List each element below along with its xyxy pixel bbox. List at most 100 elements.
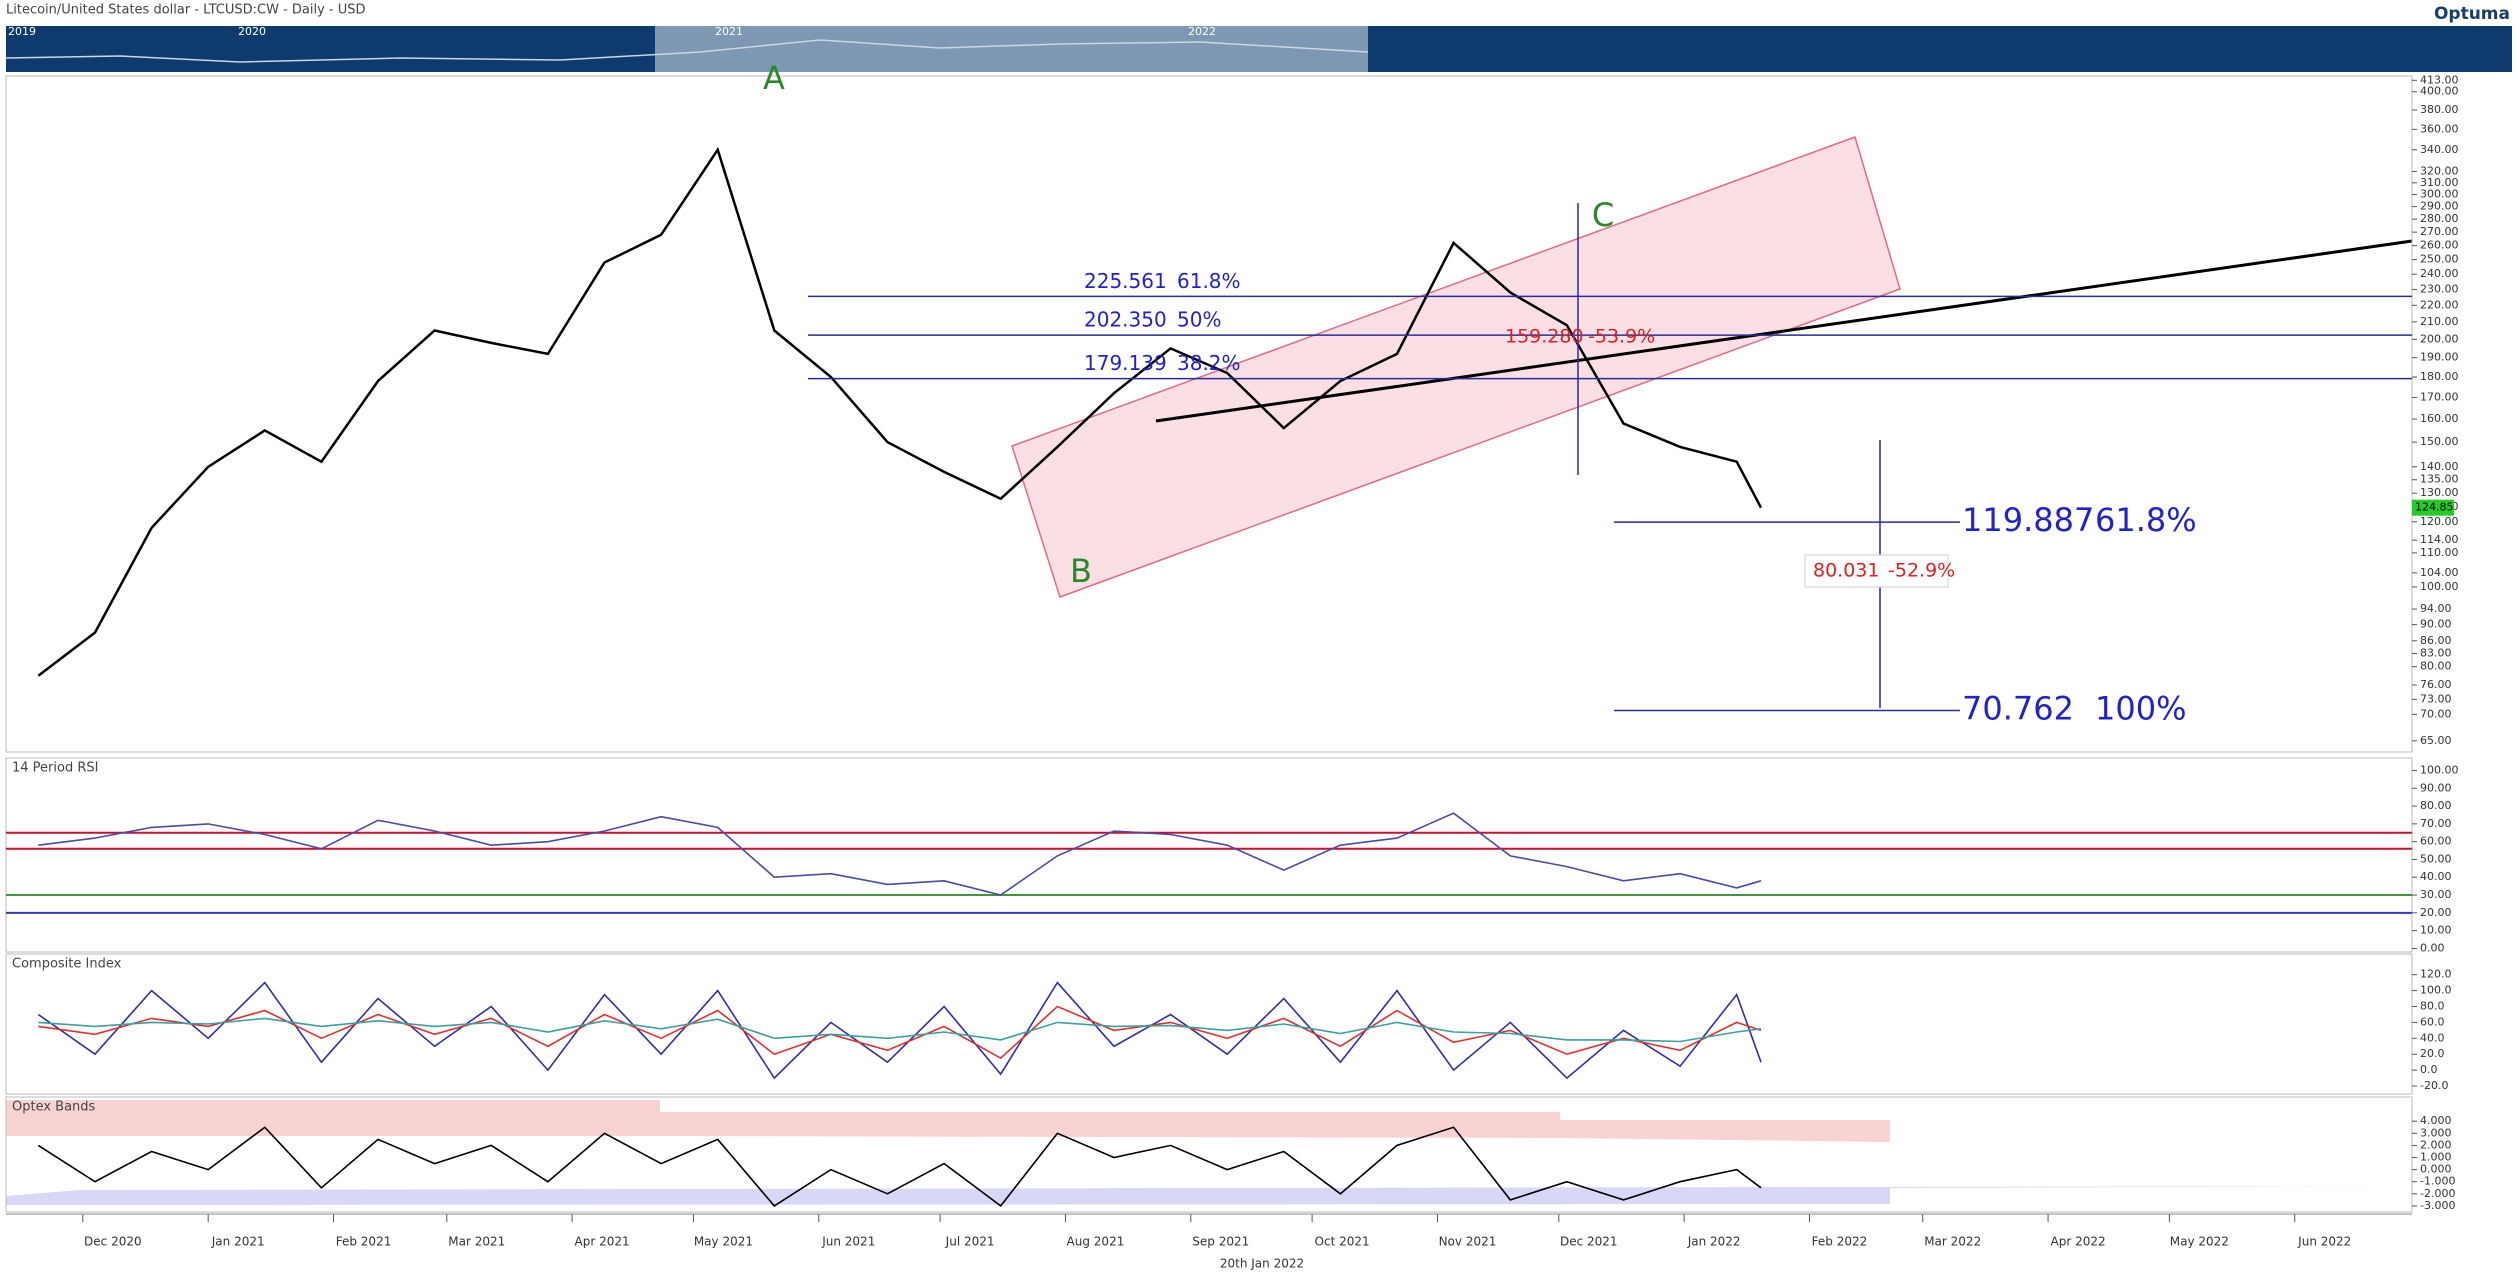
fib-value: 119.887: [1962, 501, 2094, 539]
y-tick-label: 114.00: [2420, 533, 2459, 546]
series-line: [38, 1017, 1762, 1043]
y-tick-label: 20.00: [2420, 906, 2452, 919]
price-tag-label: 124.85: [2415, 501, 2454, 514]
y-tick-label: 60.00: [2420, 835, 2452, 848]
panel-title: Optex Bands: [12, 1100, 96, 1115]
y-tick-label: 94.00: [2420, 602, 2452, 615]
navigator-year: 2021: [715, 25, 743, 38]
x-tick-label: Apr 2022: [2051, 1235, 2106, 1249]
y-tick-label: 100.00: [2420, 763, 2459, 776]
y-tick-label: 260.00: [2420, 239, 2459, 252]
measure-value: 159.280: [1505, 326, 1584, 348]
x-tick-label: Feb 2022: [1812, 1235, 1868, 1249]
y-tick-label: 83.00: [2420, 647, 2452, 660]
y-tick-label: 290.00: [2420, 200, 2459, 213]
y-tick-label: 150.00: [2420, 435, 2459, 448]
trend-line: [1155, 239, 2413, 423]
brand[interactable]: Optuma: [2434, 4, 2510, 24]
panel-frame: [5, 1096, 2413, 1213]
y-tick-label: -1.000: [2420, 1175, 2455, 1188]
y-tick-label: 120.0: [2420, 968, 2452, 981]
x-tick-label: Nov 2021: [1439, 1235, 1497, 1249]
x-tick-label: Dec 2020: [84, 1235, 142, 1249]
wave-label: C: [1592, 196, 1614, 234]
y-tick-label: 86.00: [2420, 634, 2452, 647]
measure-box: [1804, 554, 1949, 588]
panel-frame: [5, 953, 2413, 1095]
y-tick-label: 135.00: [2420, 473, 2459, 486]
y-tick-label: 80.00: [2420, 660, 2452, 673]
y-tick-label: 40.0: [2420, 1031, 2445, 1044]
y-tick-label: 0.00: [2420, 941, 2445, 954]
measure-percent: -52.9%: [1888, 560, 1955, 582]
fib-percent: 50%: [1177, 308, 1221, 332]
panel-frame: [5, 75, 2413, 753]
series-line: [37, 1126, 1762, 1208]
y-tick-label: 320.00: [2420, 164, 2459, 177]
y-tick-label: 360.00: [2420, 122, 2459, 135]
y-tick-label: -3.000: [2420, 1199, 2455, 1212]
fib-percent: 100%: [2095, 689, 2186, 727]
footer-date: 20th Jan 2022: [1220, 1257, 1304, 1271]
y-tick-label: 10.00: [2420, 924, 2452, 937]
fib-percent: 61.8%: [1177, 269, 1241, 293]
y-tick-label: 170.00: [2420, 390, 2459, 403]
y-tick-label: -2.000: [2420, 1187, 2455, 1200]
optex-upper-band: [6, 1100, 1890, 1142]
navigator-year: 2020: [238, 25, 266, 38]
y-tick-label: 3.000: [2420, 1126, 2452, 1139]
optex-lower-band: [6, 1186, 2412, 1205]
y-tick-label: 80.0: [2420, 1000, 2445, 1013]
navigator-year: 2022: [1188, 25, 1216, 38]
y-tick-label: 180.00: [2420, 370, 2459, 383]
y-tick-label: 0.0: [2420, 1063, 2438, 1076]
y-tick-label: 300.00: [2420, 187, 2459, 200]
y-tick-label: 80.00: [2420, 799, 2452, 812]
fib-value: 202.350: [1084, 308, 1167, 332]
wave-label: B: [1070, 552, 1092, 590]
y-tick-label: 100.00: [2420, 580, 2459, 593]
navigator-line: [5, 39, 1369, 63]
fib-percent: 61.8%: [2095, 501, 2197, 539]
wave-label: A: [763, 59, 785, 97]
x-tick-label: Mar 2021: [448, 1235, 505, 1249]
y-tick-label: 2.000: [2420, 1138, 2452, 1151]
y-tick-label: 340.00: [2420, 143, 2459, 156]
fib-value: 70.762: [1962, 689, 2074, 727]
panel-title: 14 Period RSI: [12, 761, 98, 776]
y-tick-label: 70.00: [2420, 707, 2452, 720]
y-tick-label: 280.00: [2420, 212, 2459, 225]
y-tick-label: 310.00: [2420, 176, 2459, 189]
y-tick-label: 220.00: [2420, 298, 2459, 311]
x-tick-label: Dec 2021: [1560, 1235, 1618, 1249]
series-line: [37, 146, 1763, 677]
y-tick-label: 104.00: [2420, 566, 2459, 579]
y-tick-label: 65.00: [2420, 734, 2452, 747]
x-tick-label: Aug 2021: [1067, 1235, 1125, 1249]
y-tick-label: 380.00: [2420, 103, 2459, 116]
y-tick-label: 400.00: [2420, 85, 2459, 98]
panel-frame: [5, 757, 2413, 953]
y-tick-label: 73.00: [2420, 692, 2452, 705]
x-tick-label: Apr 2021: [575, 1235, 630, 1249]
y-tick-label: 230.00: [2420, 282, 2459, 295]
x-tick-label: May 2021: [694, 1235, 753, 1249]
fib-value: 179.139: [1084, 351, 1167, 375]
y-tick-label: 250.00: [2420, 253, 2459, 266]
navigator-window[interactable]: [655, 26, 1368, 72]
series-line: [38, 812, 1762, 896]
chart-title: Litecoin/United States dollar - LTCUSD:C…: [6, 3, 366, 18]
y-tick-label: 20.0: [2420, 1047, 2445, 1060]
y-tick-label: 30.00: [2420, 888, 2452, 901]
y-tick-label: 120.00: [2420, 515, 2459, 528]
y-tick-label: 110.00: [2420, 546, 2459, 559]
y-tick-label: 130.00: [2420, 486, 2459, 499]
price-tag: [2412, 499, 2454, 516]
x-tick-label: Sep 2021: [1192, 1235, 1249, 1249]
x-tick-label: Mar 2022: [1924, 1235, 1981, 1249]
x-tick-label: Feb 2021: [336, 1235, 392, 1249]
y-tick-label: 60.0: [2420, 1015, 2445, 1028]
navigator-year: 2019: [8, 25, 36, 38]
